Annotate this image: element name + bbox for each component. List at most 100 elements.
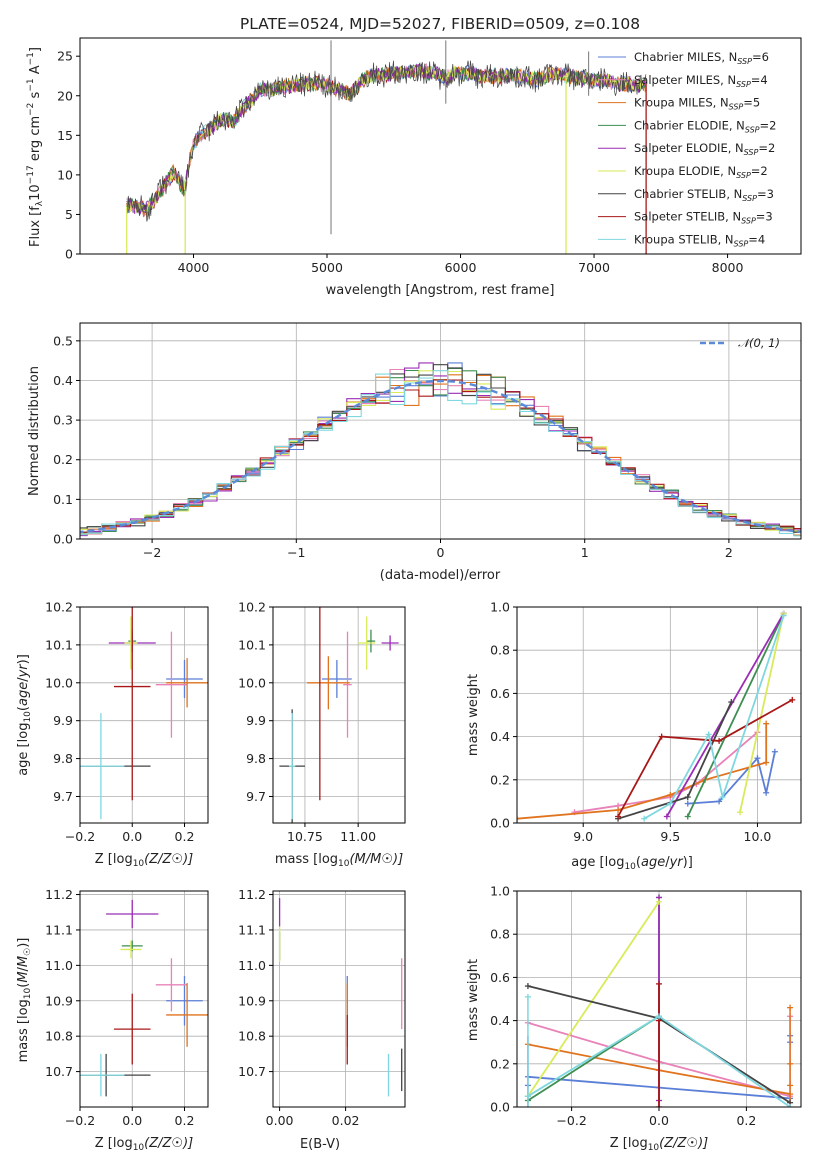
plot-body xyxy=(80,607,208,820)
y-tick-label: 10.9 xyxy=(45,993,73,1008)
y-tick-label: 10.9 xyxy=(238,993,266,1008)
axes-frame xyxy=(79,890,209,1108)
y-tick-label: 0.1 xyxy=(53,492,73,507)
massweight-age-ylabel: mass weight xyxy=(466,674,481,756)
plot-body xyxy=(80,899,208,1097)
x-tick-label: −2 xyxy=(143,545,161,560)
y-tick-label: 0.0 xyxy=(490,816,510,831)
plot-body xyxy=(524,894,794,1107)
plot-body xyxy=(279,607,399,823)
mass-z-ylabel: mass [log10(M/M☉)] xyxy=(16,938,33,1063)
legend-label: Kroupa STELIB, NSSP=4 xyxy=(634,232,765,248)
y-tick-label: 11.0 xyxy=(238,958,266,973)
spectrum-series-chabrier-miles xyxy=(126,64,647,215)
x-tick-label: −0.2 xyxy=(65,829,95,844)
x-tick-label: 0.2 xyxy=(175,829,195,844)
y-tick-label: 1.0 xyxy=(490,600,510,615)
y-tick-label: 9.8 xyxy=(246,751,266,766)
x-tick-label: 4000 xyxy=(178,260,210,275)
weight-series-salpeter-stelib xyxy=(656,980,662,1107)
spectrum-legend: Chabrier MILES, NSSP=6 Salpeter MILES, NS… xyxy=(598,50,776,248)
x-tick-label: −1 xyxy=(287,545,305,560)
errorbar-kroupa-stelib xyxy=(288,713,296,820)
residual-histogram-panel: −2 −1 0 1 2 0.0 0.1 0.2 0.3 0.4 0.5 (data-model)/e… xyxy=(27,322,802,583)
y-tick-label: 10.8 xyxy=(238,1029,266,1044)
histogram-legend: 𝒩(0, 1) xyxy=(700,336,780,350)
errorbar-salpeter-miles xyxy=(343,631,352,738)
y-tick-label: 0.2 xyxy=(53,452,73,467)
errorbar-kroupa-stelib xyxy=(80,1053,125,1097)
histogram-xlabel: (data-model)/error xyxy=(380,568,501,583)
weight-series-kroupa-elodie xyxy=(737,610,787,816)
x-tick-label: 0.0 xyxy=(649,1113,669,1128)
age-z-ylabel: age [log10(age/yr)] xyxy=(16,654,33,776)
legend-label: Kroupa ELODIE, NSSP=2 xyxy=(634,164,768,180)
spectrum-ylabel: Flux [fλ10−17 erg cm−2 s−1 A−1] xyxy=(26,47,45,247)
massweight-vs-age-panel: 9.0 9.5 10.0 0.0 0.2 0.4 0.6 0.8 1.0 xyxy=(490,600,802,844)
weight-line xyxy=(617,699,793,817)
weight-line xyxy=(687,751,776,805)
y-tick-label: 9.8 xyxy=(53,751,73,766)
y-tick-label: 9.7 xyxy=(246,789,266,804)
y-tick-label: 10.1 xyxy=(238,637,266,652)
errorbar-chabrier-miles xyxy=(166,660,203,698)
gauss-legend-label: 𝒩(0, 1) xyxy=(738,336,780,350)
errorbar-kroupa-elodie xyxy=(124,616,138,670)
y-tick-label: 11.2 xyxy=(45,887,73,902)
y-tick-label: 5 xyxy=(65,207,73,222)
x-tick-label: 7000 xyxy=(578,260,610,275)
x-axis-label: Z [log10(Z/Z☉)] xyxy=(95,1136,193,1153)
y-tick-label: 10.7 xyxy=(238,1064,266,1079)
histogram-chabrier-miles xyxy=(80,362,801,533)
y-tick-label: 15 xyxy=(57,128,73,143)
y-tick-label: 10.0 xyxy=(45,675,73,690)
spectrum-series-chabrier-stelib xyxy=(126,60,647,222)
legend-label: Kroupa MILES, NSSP=5 xyxy=(634,96,760,112)
y-tick-label: 0.6 xyxy=(490,686,510,701)
errorbar-salpeter-miles xyxy=(155,958,188,1012)
errorbar-salpeter-elodie xyxy=(106,899,159,929)
spectrum-series-kroupa-miles xyxy=(126,65,647,218)
weight-line xyxy=(686,613,785,817)
weight-series-kroupa-miles xyxy=(517,720,770,822)
errorbar-chabrier-elodie xyxy=(366,629,376,653)
x-tick-label: 11.00 xyxy=(340,829,376,844)
y-tick-label: 0.2 xyxy=(490,1056,510,1071)
y-tick-label: 10.7 xyxy=(45,1064,73,1079)
y-tick-label: 0.5 xyxy=(53,333,73,348)
x-tick-label: 9.5 xyxy=(660,829,680,844)
weight-series-chabrier-elodie xyxy=(684,610,787,820)
axes-frame xyxy=(516,606,802,824)
y-tick-label: 9.9 xyxy=(246,713,266,728)
spectrum-title: PLATE=0524, MJD=52027, FIBERID=0509, z=0… xyxy=(240,15,640,33)
axes-frame xyxy=(79,606,209,824)
weight-line xyxy=(527,901,660,1097)
weight-series-chabrier-stelib xyxy=(615,699,735,822)
mass-vs-metallicity-panel: −0.2 0.0 0.2 10.7 10.8 10.9 11.0 11.1 11.2 Z [log… xyxy=(45,887,209,1153)
x-tick-label: 10.0 xyxy=(744,829,772,844)
errorbar-salpeter-stelib xyxy=(113,993,151,1065)
plot-body xyxy=(126,40,647,254)
legend-label: Salpeter STELIB, NSSP=3 xyxy=(634,210,773,226)
x-tick-label: 9.0 xyxy=(573,829,593,844)
errorbar-chabrier-miles xyxy=(321,660,352,698)
weight-series-salpeter-stelib xyxy=(615,696,796,820)
y-tick-label: 25 xyxy=(57,49,73,64)
histogram-plot-area: −2 −1 0 1 2 0.0 0.1 0.2 0.3 0.4 0.5 xyxy=(53,322,802,560)
errorbar-kroupa-miles xyxy=(166,658,208,708)
y-tick-label: 0 xyxy=(65,247,73,262)
y-tick-label: 10.2 xyxy=(45,600,73,615)
errorbar-kroupa-miles xyxy=(166,983,208,1047)
x-tick-label: 0.0 xyxy=(122,1113,142,1128)
y-tick-label: 11.2 xyxy=(238,887,266,902)
y-tick-label: 0.2 xyxy=(490,772,510,787)
spectrum-plot-area: 4000 5000 6000 7000 8000 0 5 10 15 20 25 xyxy=(57,37,802,275)
legend-label: Salpeter MILES, NSSP=4 xyxy=(634,73,768,89)
y-tick-label: 10.0 xyxy=(238,675,266,690)
normal-pdf-curve xyxy=(80,379,801,534)
y-tick-label: 11.0 xyxy=(45,958,73,973)
x-tick-label: 0.0 xyxy=(122,829,142,844)
spectrum-xlabel: wavelength [Angstrom, rest frame] xyxy=(326,283,555,298)
legend-label: Chabrier STELIB, NSSP=3 xyxy=(634,187,774,203)
